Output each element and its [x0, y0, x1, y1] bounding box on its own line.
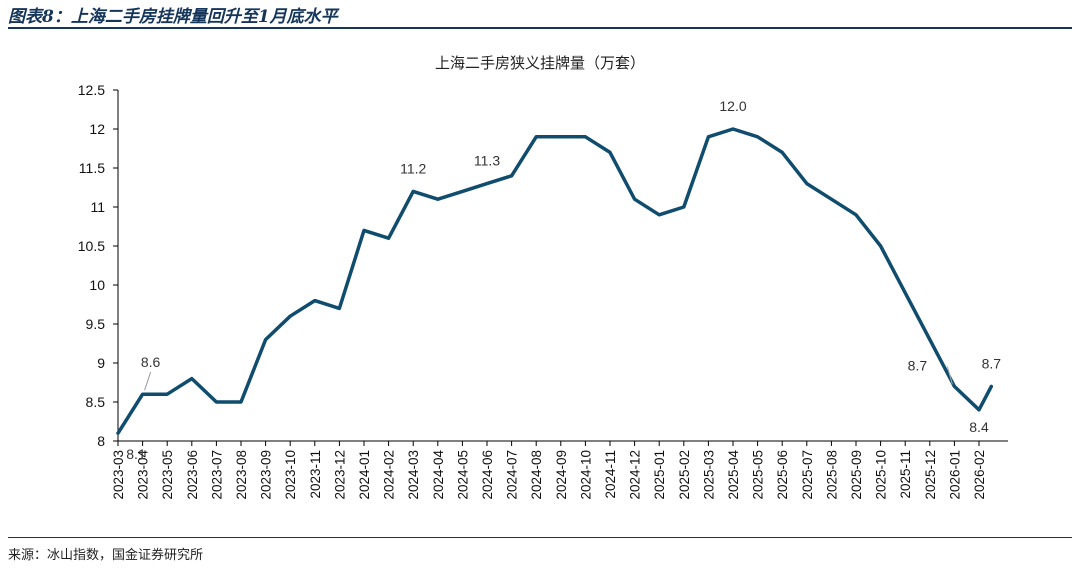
series-layer	[116, 127, 994, 435]
x-tick-label: 2024-09	[554, 450, 569, 500]
x-tick-label: 2025-12	[923, 450, 938, 500]
x-tick-label: 2024-12	[628, 450, 643, 500]
x-tick-label: 2025-07	[800, 450, 815, 500]
x-tick-label: 2025-05	[751, 450, 766, 500]
x-tick-label: 2024-10	[578, 450, 593, 500]
x-tick-label: 2025-06	[775, 450, 790, 500]
x-tick-label: 2025-01	[652, 450, 667, 500]
series-line	[116, 127, 994, 435]
x-tick-label: 2023-05	[160, 450, 175, 500]
x-tick-label: 2024-05	[455, 450, 470, 500]
x-axis: 2023-03 2023-04 2023-05 2023-06 2023-07 2023-…	[111, 440, 1008, 500]
y-tick-label: 11	[90, 199, 105, 215]
data-label: 8.7	[982, 355, 1002, 371]
x-tick-label: 2024-01	[357, 450, 372, 500]
x-tick-label: 2023-06	[185, 450, 200, 500]
leader-line	[144, 372, 152, 391]
x-tick-label: 2023-07	[209, 450, 224, 500]
x-tick-label: 2023-03	[111, 450, 126, 500]
x-tick-label: 2025-10	[874, 450, 889, 500]
y-tick-label: 9	[97, 355, 105, 371]
data-label: 8.4	[969, 419, 989, 435]
x-tick-label: 2025-08	[824, 450, 839, 500]
x-tick-label: 2023-09	[259, 450, 274, 500]
x-tick-label: 2023-04	[136, 450, 151, 500]
x-tick-label: 2025-02	[677, 450, 692, 500]
y-tick-label: 11.5	[79, 160, 105, 176]
data-label: 8.1	[126, 446, 146, 462]
figure-title: 图表8：上海二手房挂牌量回升至1月底水平	[8, 7, 338, 27]
x-tick-label: 2025-09	[849, 450, 864, 500]
data-label: 11.2	[400, 160, 426, 176]
x-tick-label: 2024-06	[480, 450, 495, 500]
top-rule	[8, 27, 1072, 29]
source-note: 来源：冰山指数，国金证券研究所	[8, 548, 204, 563]
data-label: 12.0	[719, 98, 746, 114]
y-tick-label: 8	[97, 433, 105, 449]
x-tick-label: 2024-04	[431, 450, 446, 500]
chart-title: 上海二手房狭义挂牌量（万套）	[435, 54, 645, 72]
x-tick-label: 2025-11	[898, 450, 913, 499]
x-tick-label: 2023-12	[332, 450, 347, 500]
x-tick-label: 2023-10	[283, 450, 298, 500]
y-tick-label: 12	[89, 121, 105, 137]
data-label: 8.7	[908, 357, 928, 373]
x-tick-label: 2024-02	[382, 450, 397, 500]
data-labels: 8.1 8.6 11.2 11.3 12.0 8.7 8.4 8.7	[126, 98, 1001, 462]
x-tick-label: 2023-08	[234, 450, 249, 500]
y-tick-label: 8.5	[86, 394, 106, 410]
data-label: 8.6	[141, 354, 161, 370]
x-tick-label: 2025-03	[701, 450, 716, 500]
x-tick-label: 2023-11	[308, 450, 323, 499]
x-tick-label: 2026-02	[972, 450, 987, 500]
y-tick-label: 12.5	[78, 82, 105, 98]
x-tick-label: 2024-03	[406, 450, 421, 500]
data-label: 11.3	[474, 153, 500, 169]
leader-line	[946, 366, 953, 385]
x-tick-label: 2026-01	[947, 450, 962, 500]
y-tick-label: 10.5	[78, 238, 105, 254]
x-tick-label: 2025-04	[726, 450, 741, 500]
y-axis: 8 8.5 9 9.5 10 10.5 11 11.5 12 12.5	[78, 82, 119, 449]
x-tick-label: 2024-08	[529, 450, 544, 500]
x-tick-label: 2024-07	[505, 450, 520, 500]
y-tick-label: 10	[89, 277, 105, 293]
x-tick-label: 2024-11	[603, 450, 618, 499]
y-tick-label: 9.5	[86, 316, 106, 332]
bottom-rule	[8, 537, 1072, 538]
